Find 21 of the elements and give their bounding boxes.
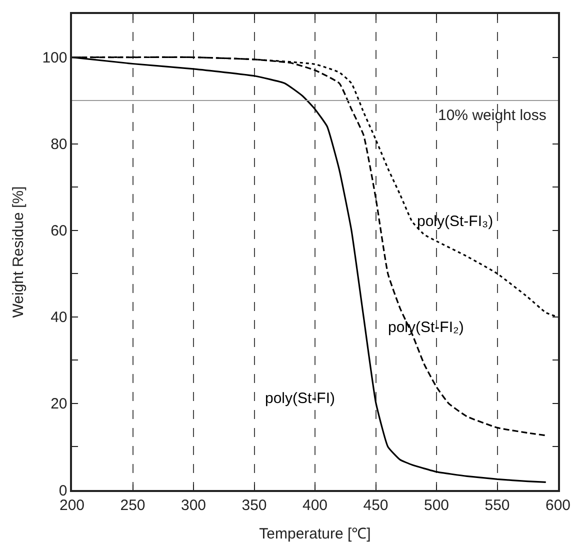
y-tick-label: 100 bbox=[42, 50, 68, 67]
series-label: poly(St-FI₂) bbox=[388, 319, 464, 336]
y-tick-label: 60 bbox=[50, 222, 68, 240]
x-tick-label: 300 bbox=[180, 496, 206, 514]
y-tick-label: 0 bbox=[58, 482, 68, 500]
series-label: poly(St-FI₃) bbox=[417, 213, 494, 230]
y-axis-title: Weight Residue [%] bbox=[10, 186, 27, 318]
x-tick-label: 200 bbox=[59, 496, 85, 514]
ref-line-label: 10% weight loss bbox=[438, 107, 546, 124]
text: poly(St-FI) bbox=[265, 390, 336, 407]
x-tick-label: 500 bbox=[424, 496, 450, 514]
x-tick-label: 550 bbox=[484, 496, 510, 514]
x-tick-label: 400 bbox=[302, 496, 328, 514]
x-tick-label: 250 bbox=[120, 496, 146, 514]
x-tick-label: 600 bbox=[545, 496, 571, 514]
x-tick-label: 450 bbox=[363, 496, 388, 514]
x-tick-label: 350 bbox=[242, 496, 267, 514]
y-tick-label: 80 bbox=[50, 136, 68, 154]
y-tick-label: 20 bbox=[50, 396, 68, 413]
y-tick-label: 40 bbox=[50, 309, 68, 326]
x-axis-title: Temperature [℃] bbox=[259, 525, 371, 542]
